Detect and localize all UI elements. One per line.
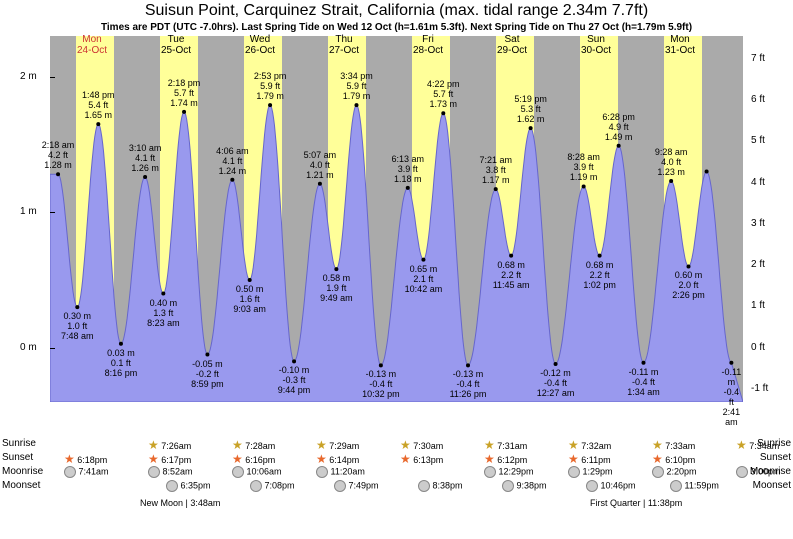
tide-annotation: 0.60 m2.0 ft2:26 pm — [672, 270, 705, 300]
date-label: Fri28-Oct — [388, 34, 468, 56]
new-moon-note: New Moon | 3:48am — [140, 498, 220, 508]
sunrise-time: ★ 7:34am — [736, 438, 779, 452]
tide-annotation: -0.13 m-0.4 ft11:26 pm — [450, 369, 487, 399]
tide-annotation: 0.50 m1.6 ft9:03 am — [233, 284, 266, 314]
sunrise-time: ★ 7:32am — [568, 438, 611, 452]
tide-annotation: -0.10 m-0.3 ft9:44 pm — [278, 365, 311, 395]
tide-annotation: 0.65 m2.1 ft10:42 am — [405, 264, 443, 294]
moonrise-time: 11:20am — [316, 466, 365, 478]
moonrise-time: 3:00pm — [736, 466, 781, 478]
date-label: Mon31-Oct — [640, 34, 720, 56]
sunrise-time: ★ 7:26am — [148, 438, 191, 452]
y-tick-ft: 6 ft — [751, 94, 765, 105]
sunset-time: ★ 6:11pm — [568, 452, 611, 466]
tide-annotation: 2:18 am4.2 ft1.28 m — [42, 140, 75, 170]
y-tick-ft: 0 ft — [751, 342, 765, 353]
moonrise-time: 7:41am — [64, 466, 109, 478]
y-tick-ft: -1 ft — [751, 383, 768, 394]
moonset-time: 7:49pm — [334, 480, 379, 492]
tide-annotation: 8:28 am3.9 ft1.19 m — [567, 152, 600, 182]
tide-annotation: 0.40 m1.3 ft8:23 am — [147, 298, 180, 328]
sunset-time: ★ 6:12pm — [484, 452, 527, 466]
tide-annotation: 7:21 am3.8 ft1.17 m — [479, 155, 512, 185]
sunset-time: ★ 6:13pm — [400, 452, 443, 466]
date-label: Thu27-Oct — [304, 34, 384, 56]
y-tick-m: 1 m — [20, 206, 37, 217]
tide-annotation: -0.05 m-0.2 ft8:59 pm — [191, 359, 224, 389]
tide-annotation: -0.12 m-0.4 ft12:27 am — [537, 368, 575, 398]
sunrise-time: ★ 7:28am — [232, 438, 275, 452]
tide-curve — [50, 36, 743, 402]
moonrise-time: 10:06am — [232, 466, 282, 478]
sunset-time: ★ 6:16pm — [232, 452, 275, 466]
chart-title: Suisun Point, Carquinez Strait, Californ… — [0, 2, 793, 20]
moonset-time: 11:59pm — [670, 480, 719, 492]
first-quarter-note: First Quarter | 11:38pm — [590, 498, 682, 508]
moonset-time: 10:46pm — [586, 480, 636, 492]
moonset-label-right: Moonset — [753, 480, 791, 491]
date-label: Mon24-Oct — [52, 34, 132, 56]
sunset-time: ★ 6:10pm — [652, 452, 695, 466]
y-tick-ft: 4 ft — [751, 177, 765, 188]
tide-annotation: 1:48 pm5.4 ft1.65 m — [82, 90, 115, 120]
tide-annotation: 3:34 pm5.9 ft1.79 m — [340, 71, 373, 101]
sunrise-time: ★ 7:30am — [400, 438, 443, 452]
date-label: Tue25-Oct — [136, 34, 216, 56]
tide-annotation: 0.03 m0.1 ft8:16 pm — [105, 348, 138, 378]
plot-area: 2:18 am4.2 ft1.28 m0.30 m1.0 ft7:48 am1:… — [50, 36, 743, 402]
sunrise-label-left: Sunrise — [2, 438, 36, 449]
moonrise-time: 12:29pm — [484, 466, 534, 478]
y-tick-m: 2 m — [20, 71, 37, 82]
date-label: Sat29-Oct — [472, 34, 552, 56]
tide-annotation: 0.68 m2.2 ft11:45 am — [493, 260, 530, 290]
tide-annotation: 9:28 am4.0 ft1.23 m — [655, 147, 688, 177]
tide-annotation: 4:22 pm5.7 ft1.73 m — [427, 79, 460, 109]
moonset-time: 7:08pm — [250, 480, 295, 492]
y-tick-ft: 5 ft — [751, 135, 765, 146]
tide-annotation: 5:19 pm5.3 ft1.62 m — [514, 94, 547, 124]
tide-annotation: 4:06 am4.1 ft1.24 m — [216, 146, 249, 176]
date-label: Sun30-Oct — [556, 34, 636, 56]
moonset-time: 9:38pm — [502, 480, 547, 492]
tide-annotation: -0.13 m-0.4 ft10:32 pm — [362, 369, 400, 399]
tide-annotation: -0.11 m-0.4 ft2:41 am — [721, 367, 741, 427]
sunset-time: ★ 6:14pm — [316, 452, 359, 466]
tide-annotation: 0.68 m2.2 ft1:02 pm — [583, 260, 616, 290]
tide-annotation: 0.30 m1.0 ft7:48 am — [61, 311, 94, 341]
y-tick-ft: 3 ft — [751, 218, 765, 229]
moonrise-label-left: Moonrise — [2, 466, 43, 477]
moonset-label-left: Moonset — [2, 480, 40, 491]
moonrise-time: 1:29pm — [568, 466, 613, 478]
sunset-label-right: Sunset — [760, 452, 791, 463]
y-tick-ft: 1 ft — [751, 300, 765, 311]
sunset-time: ★ 6:17pm — [148, 452, 191, 466]
tide-annotation: 5:07 am4.0 ft1.21 m — [304, 150, 337, 180]
moonset-time: 8:38pm — [418, 480, 463, 492]
tide-annotation: 2:53 pm5.9 ft1.79 m — [254, 71, 287, 101]
tide-annotation: 2:18 pm5.7 ft1.74 m — [168, 78, 201, 108]
y-tick-ft: 2 ft — [751, 259, 765, 270]
y-tick-ft: 7 ft — [751, 53, 765, 64]
tide-annotation: 6:28 pm4.9 ft1.49 m — [602, 112, 635, 142]
moonset-time: 6:35pm — [166, 480, 211, 492]
sunrise-time: ★ 7:31am — [484, 438, 527, 452]
tide-annotation: -0.11 m-0.4 ft1:34 am — [627, 367, 660, 397]
sunrise-time: ★ 7:29am — [316, 438, 359, 452]
sunrise-time: ★ 7:33am — [652, 438, 695, 452]
chart-subtitle: Times are PDT (UTC -7.0hrs). Last Spring… — [0, 22, 793, 33]
y-tick-m: 0 m — [20, 342, 37, 353]
tide-annotation: 0.58 m1.9 ft9:49 am — [320, 273, 353, 303]
tide-annotation: 6:13 am3.9 ft1.18 m — [392, 154, 425, 184]
date-label: Wed26-Oct — [220, 34, 300, 56]
tide-annotation: 3:10 am4.1 ft1.26 m — [129, 143, 162, 173]
sunset-time: ★ 6:18pm — [64, 452, 107, 466]
moonrise-time: 8:52am — [148, 466, 193, 478]
sunset-label-left: Sunset — [2, 452, 33, 463]
moonrise-time: 2:20pm — [652, 466, 697, 478]
